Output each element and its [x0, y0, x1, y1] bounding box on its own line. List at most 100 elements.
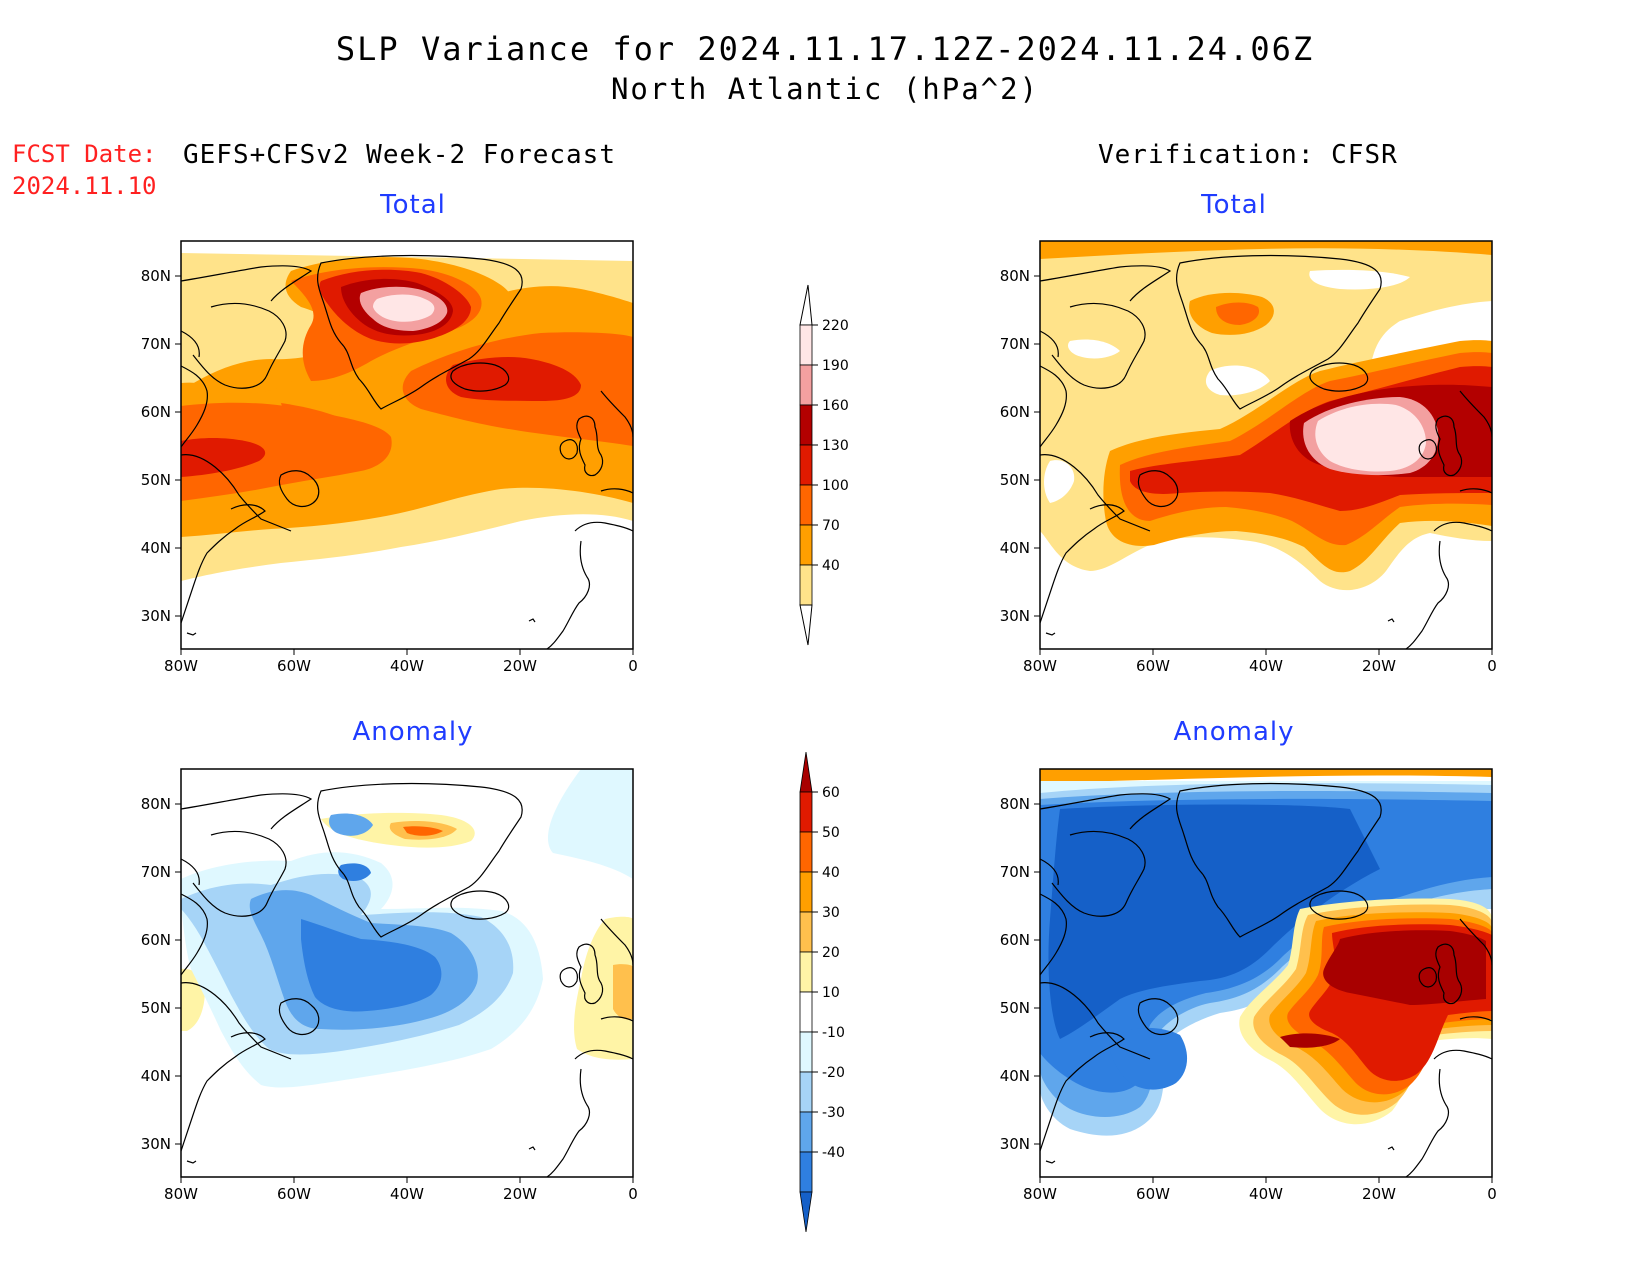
colorbar-swatch	[799, 1071, 813, 1113]
colorbar-swatch	[799, 404, 813, 446]
lat-tick-label: 30N	[1000, 607, 1030, 625]
forecast-total-map: 80N 70N 60N 50N 40N 30N 80W 60W 40W 20W …	[141, 240, 638, 675]
colorbar-label: 40	[822, 865, 840, 881]
colorbar-swatch	[799, 791, 813, 833]
lat-tick-label: 60N	[141, 931, 171, 949]
colorbar-label: 50	[822, 825, 840, 841]
colorbar-label: -30	[822, 1105, 845, 1121]
verification-heading: Verification: CFSR	[1098, 140, 1398, 170]
colorbar-label: 30	[822, 905, 840, 921]
colorbar-swatch	[799, 364, 813, 406]
lon-tick-label: 0	[1487, 657, 1497, 675]
lat-tick-label: 50N	[141, 471, 171, 489]
lon-axis: 80W 60W 40W 20W 0	[1023, 1177, 1497, 1203]
lon-tick-label: 60W	[1136, 1185, 1170, 1203]
lat-tick-label: 40N	[1000, 539, 1030, 557]
lat-tick-label: 50N	[1000, 999, 1030, 1017]
lat-tick-label: 80N	[1000, 795, 1030, 813]
lat-tick-label: 40N	[141, 1067, 171, 1085]
lat-tick-label: 70N	[1000, 335, 1030, 353]
colorbar-label: 100	[822, 478, 849, 494]
lon-tick-label: 80W	[1023, 657, 1057, 675]
colorbar-label: 220	[822, 318, 849, 334]
colorbar-label: 40	[822, 558, 840, 574]
lat-tick-label: 30N	[141, 1135, 171, 1153]
lon-tick-label: 40W	[390, 657, 424, 675]
colorbar-swatch	[799, 991, 813, 1033]
lat-axis: 80N 70N 60N 50N 40N 30N	[141, 267, 181, 625]
colorbar-swatch	[799, 564, 813, 606]
panel-title-forecast-anomaly: Anomaly	[352, 717, 474, 747]
colorbar-swatch	[799, 951, 813, 993]
forecast-anomaly-map: 80N 70N 60N 50N 40N 30N 80W 60W 40W 20W …	[141, 768, 638, 1203]
lon-axis: 80W 60W 40W 20W 0	[164, 649, 638, 675]
colorbar-swatch	[799, 524, 813, 566]
lon-tick-label: 0	[1487, 1185, 1497, 1203]
lat-tick-label: 40N	[141, 539, 171, 557]
colorbar-label: -10	[822, 1025, 845, 1041]
forecast-heading: GEFS+CFSv2 Week-2 Forecast	[183, 140, 616, 170]
forecast-date-label: FCST Date:	[12, 140, 157, 168]
colorbar-swatch	[799, 324, 813, 366]
map-subtitle: North Atlantic (hPa^2)	[610, 72, 1040, 106]
panel-title-verification-total: Total	[1201, 190, 1267, 220]
lat-tick-label: 60N	[1000, 931, 1030, 949]
colorbar-swatch	[799, 1191, 813, 1233]
lat-tick-label: 50N	[1000, 471, 1030, 489]
lat-tick-label: 80N	[141, 795, 171, 813]
panel-title-forecast-total: Total	[380, 190, 446, 220]
lon-tick-label: 0	[628, 1185, 638, 1203]
anomaly-colorbar: 60 50 40 30 20 10 -10 -20 -30 -40	[799, 751, 845, 1233]
lon-tick-label: 20W	[1362, 657, 1396, 675]
lon-tick-label: 40W	[390, 1185, 424, 1203]
lat-tick-label: 80N	[1000, 267, 1030, 285]
lon-tick-label: 20W	[503, 657, 537, 675]
lat-tick-label: 30N	[1000, 1135, 1030, 1153]
lon-tick-label: 40W	[1249, 657, 1283, 675]
lat-tick-label: 70N	[1000, 863, 1030, 881]
total-colorbar: 220 190 160 130 100 70 40	[799, 284, 849, 646]
lat-tick-label: 60N	[141, 403, 171, 421]
colorbar-label: 60	[822, 785, 840, 801]
lon-tick-label: 80W	[164, 657, 198, 675]
lon-tick-label: 60W	[1136, 657, 1170, 675]
colorbar-swatch	[799, 1031, 813, 1073]
lon-axis: 80W 60W 40W 20W 0	[1023, 649, 1497, 675]
colorbar-label: -40	[822, 1145, 845, 1161]
colorbar-swatch	[799, 444, 813, 486]
lat-tick-label: 40N	[1000, 1067, 1030, 1085]
lat-tick-label: 30N	[141, 607, 171, 625]
lon-tick-label: 80W	[1023, 1185, 1057, 1203]
lat-axis: 80N 70N 60N 50N 40N 30N	[141, 795, 181, 1153]
lat-axis: 80N 70N 60N 50N 40N 30N	[1000, 267, 1040, 625]
lon-tick-label: 20W	[1362, 1185, 1396, 1203]
lat-axis: 80N 70N 60N 50N 40N 30N	[1000, 795, 1040, 1153]
verification-anomaly-map: 80N 70N 60N 50N 40N 30N 80W 60W 40W 20W …	[1000, 768, 1497, 1203]
colorbar-label: 190	[822, 358, 849, 374]
lat-tick-label: 80N	[141, 267, 171, 285]
colorbar-swatch	[799, 751, 813, 793]
colorbar-swatch	[799, 831, 813, 873]
lon-tick-label: 20W	[503, 1185, 537, 1203]
colorbar-label: -20	[822, 1065, 845, 1081]
lon-tick-label: 40W	[1249, 1185, 1283, 1203]
lon-tick-label: 60W	[277, 1185, 311, 1203]
colorbar-swatch	[799, 911, 813, 953]
colorbar-swatch	[799, 1111, 813, 1153]
lat-tick-label: 60N	[1000, 403, 1030, 421]
colorbar-swatch	[799, 871, 813, 913]
colorbar-swatch	[799, 484, 813, 526]
lon-axis: 80W 60W 40W 20W 0	[164, 1177, 638, 1203]
lon-tick-label: 80W	[164, 1185, 198, 1203]
lat-tick-label: 70N	[141, 335, 171, 353]
lon-tick-label: 0	[628, 657, 638, 675]
colorbar-label: 10	[822, 985, 840, 1001]
map-title: SLP Variance for 2024.11.17.12Z-2024.11.…	[335, 30, 1315, 68]
colorbar-label: 160	[822, 398, 849, 414]
colorbar-label: 70	[822, 518, 840, 534]
verification-total-map: 80N 70N 60N 50N 40N 30N 80W 60W 40W 20W …	[1000, 240, 1497, 675]
forecast-date-value: 2024.11.10	[12, 172, 157, 200]
lon-tick-label: 60W	[277, 657, 311, 675]
colorbar-label: 130	[822, 438, 849, 454]
